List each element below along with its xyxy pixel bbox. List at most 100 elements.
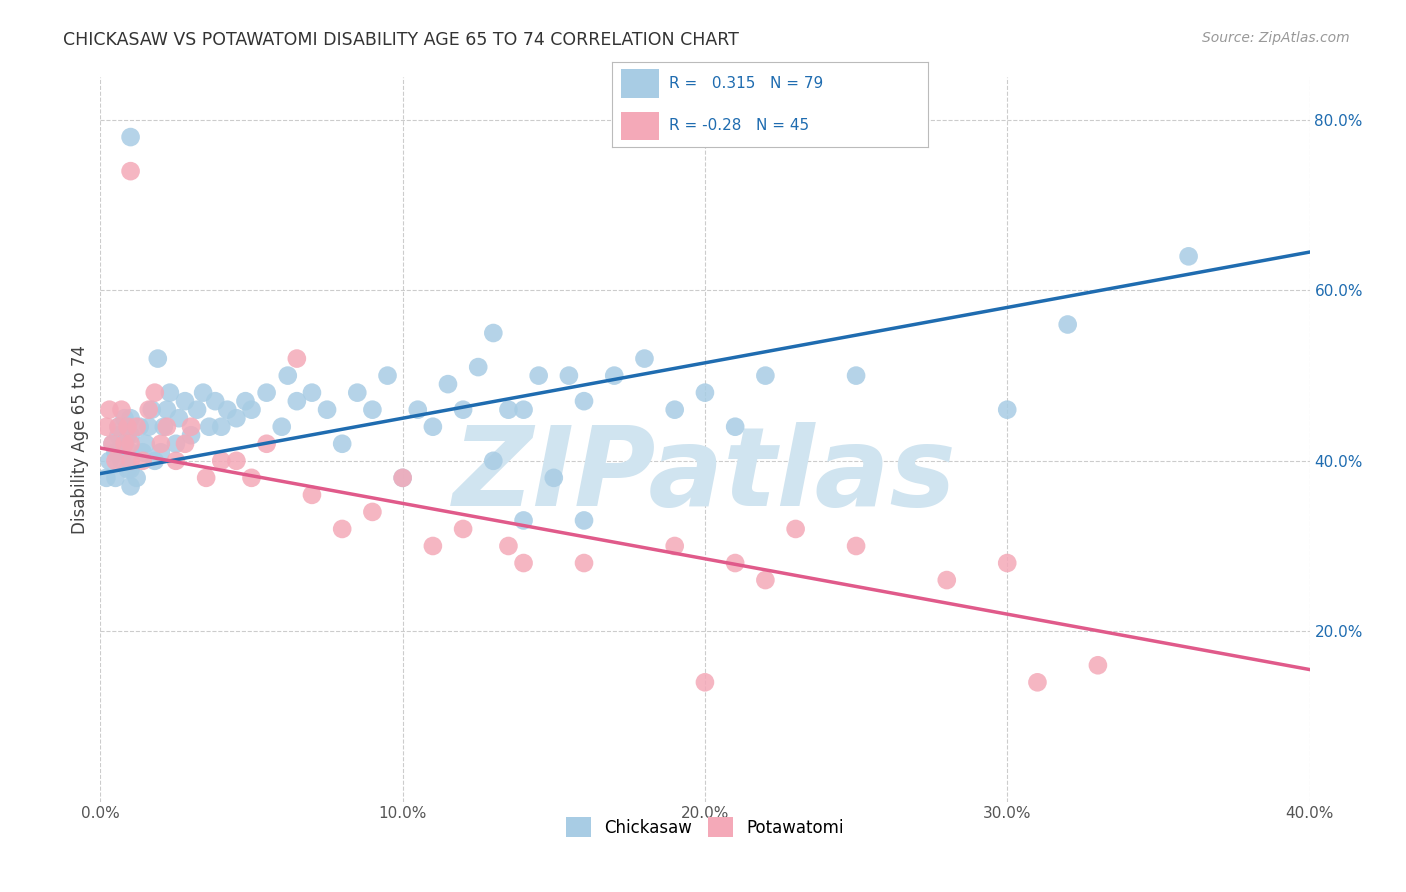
Point	[285, 394, 308, 409]
Point	[120, 428, 142, 442]
Point	[131, 445, 153, 459]
Point	[156, 419, 179, 434]
Bar	[621, 112, 659, 140]
Point	[117, 419, 139, 434]
Point	[225, 411, 247, 425]
Point	[209, 419, 232, 434]
Point	[209, 454, 232, 468]
Point	[101, 436, 124, 450]
Point	[240, 471, 263, 485]
Point	[104, 445, 127, 459]
Point	[120, 454, 142, 468]
Point	[391, 471, 413, 485]
Point	[165, 436, 187, 450]
Point	[104, 454, 127, 468]
Point	[120, 130, 142, 145]
Point	[724, 556, 747, 570]
Text: R =   0.315   N = 79: R = 0.315 N = 79	[669, 76, 823, 91]
Point	[995, 402, 1018, 417]
Point	[120, 436, 142, 450]
Point	[935, 573, 957, 587]
Point	[1026, 675, 1049, 690]
Point	[180, 419, 202, 434]
Point	[451, 402, 474, 417]
Point	[406, 402, 429, 417]
Point	[198, 419, 221, 434]
Point	[107, 419, 129, 434]
Point	[391, 471, 413, 485]
Point	[361, 402, 384, 417]
Point	[437, 377, 460, 392]
Point	[114, 436, 136, 450]
Point	[120, 462, 142, 476]
Point	[180, 428, 202, 442]
Point	[114, 436, 136, 450]
Point	[143, 454, 166, 468]
Point	[256, 385, 278, 400]
Point	[422, 419, 444, 434]
Point	[125, 419, 148, 434]
Point	[498, 402, 520, 417]
Point	[138, 419, 160, 434]
Point	[995, 556, 1018, 570]
Point	[149, 436, 172, 450]
Point	[361, 505, 384, 519]
Point	[128, 419, 150, 434]
Point	[572, 556, 595, 570]
Point	[120, 411, 142, 425]
Point	[845, 539, 868, 553]
Point	[724, 419, 747, 434]
Point	[256, 436, 278, 450]
Point	[558, 368, 581, 383]
Point	[422, 539, 444, 553]
Point	[191, 385, 214, 400]
Point	[498, 539, 520, 553]
Point	[301, 488, 323, 502]
Point	[543, 471, 565, 485]
Point	[330, 522, 353, 536]
Point	[131, 454, 153, 468]
Point	[512, 402, 534, 417]
Point	[346, 385, 368, 400]
Point	[512, 513, 534, 527]
Point	[117, 428, 139, 442]
Y-axis label: Disability Age 65 to 74: Disability Age 65 to 74	[72, 345, 89, 534]
Point	[156, 402, 179, 417]
Point	[1056, 318, 1078, 332]
Bar	[621, 70, 659, 98]
Point	[754, 368, 776, 383]
Point	[96, 471, 118, 485]
Point	[235, 394, 257, 409]
Point	[754, 573, 776, 587]
Point	[693, 675, 716, 690]
Point	[785, 522, 807, 536]
Point	[482, 326, 505, 340]
Text: CHICKASAW VS POTAWATOMI DISABILITY AGE 65 TO 74 CORRELATION CHART: CHICKASAW VS POTAWATOMI DISABILITY AGE 6…	[63, 31, 740, 49]
Point	[96, 419, 118, 434]
Point	[114, 411, 136, 425]
Point	[572, 394, 595, 409]
Point	[572, 513, 595, 527]
Point	[174, 436, 197, 450]
Point	[330, 436, 353, 450]
Point	[204, 394, 226, 409]
Point	[527, 368, 550, 383]
Point	[845, 368, 868, 383]
Point	[117, 462, 139, 476]
Point	[451, 522, 474, 536]
Point	[107, 428, 129, 442]
Point	[1177, 249, 1199, 263]
Point	[195, 471, 218, 485]
Point	[138, 402, 160, 417]
Point	[270, 419, 292, 434]
Point	[98, 402, 121, 417]
Point	[120, 479, 142, 493]
Point	[153, 419, 176, 434]
Point	[110, 402, 132, 417]
Legend: Chickasaw, Potawatomi: Chickasaw, Potawatomi	[560, 810, 851, 844]
Point	[159, 385, 181, 400]
Point	[664, 539, 686, 553]
Point	[165, 454, 187, 468]
Point	[120, 445, 142, 459]
Point	[98, 454, 121, 468]
